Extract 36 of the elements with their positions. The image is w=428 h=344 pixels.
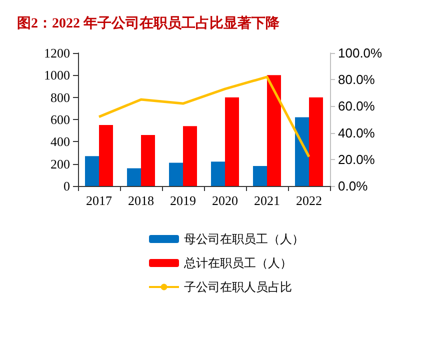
y2-tick-label: 20.0% [338,152,376,167]
x-tick-label: 2021 [254,193,280,208]
y2-tick-label: 80.0% [338,72,376,88]
line-series [98,76,310,158]
y-tick-label: 800 [50,90,70,105]
legend-label: 子公司在职人员占比 [184,280,292,294]
x-tick-label: 2018 [128,193,154,208]
y2-tick-label: 60.0% [338,98,376,114]
y-tick-label: 600 [50,112,70,127]
legend-label: 总计在职员工（人） [183,256,292,270]
y-tick-label: 400 [50,134,70,150]
y-tick-label: 1200 [44,46,70,60]
bar [295,117,309,186]
bar [169,162,183,186]
x-tick-label: 2017 [86,193,112,208]
bar [309,97,323,186]
y-tick-label: 0 [64,178,70,194]
bar [141,135,155,186]
y-tick-label: 1000 [44,68,70,83]
x-tick-label: 2022 [296,193,322,208]
bar [267,75,281,186]
chart-title: 图2：2022 年子公司在职员工占比显著下降 [17,16,280,32]
bar [253,166,267,186]
bar [225,97,239,186]
y2-tick-label: 0.0% [338,178,368,194]
bar [85,156,99,186]
bar [99,125,113,186]
bar [211,162,225,186]
y2-tick-label: 40.0% [338,125,376,140]
y2-tick-label: 100.0% [338,46,383,60]
x-tick-label: 2020 [212,193,238,208]
legend-label: 母公司在职员工（人） [184,232,304,246]
y-tick-label: 200 [50,156,70,172]
bar [183,126,197,186]
bar [127,168,141,186]
x-tick-label: 2019 [170,193,196,208]
